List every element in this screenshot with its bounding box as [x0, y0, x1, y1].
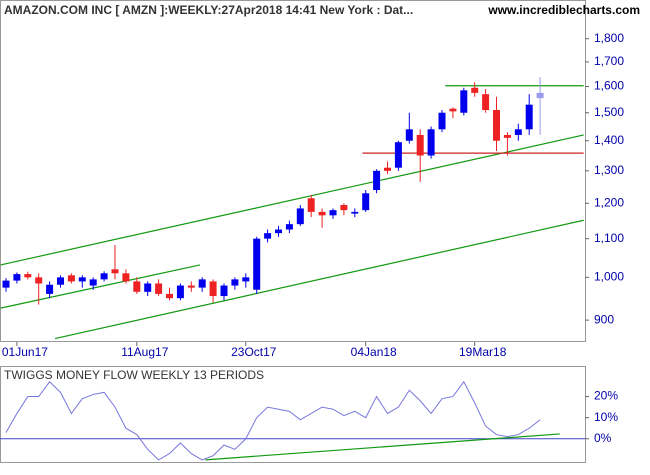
candle-body	[231, 279, 239, 286]
candle-body	[493, 110, 500, 141]
candle-body	[536, 92, 544, 99]
candle-body	[296, 208, 304, 225]
candle-body	[460, 90, 468, 113]
candle-body	[187, 285, 195, 288]
trend-line	[54, 219, 584, 340]
trend-line	[0, 134, 584, 266]
candle-body	[264, 233, 272, 239]
candle-body	[449, 108, 457, 112]
y-tick-label: 1,800	[594, 31, 624, 45]
indicator-panel	[0, 366, 586, 463]
candle-body	[2, 280, 10, 288]
candle-body	[329, 210, 337, 216]
candle-body	[35, 277, 43, 284]
candle-body	[318, 211, 326, 216]
candle-body	[362, 193, 370, 211]
candle-body	[351, 211, 359, 214]
candle-body	[46, 284, 54, 294]
candle-body	[514, 129, 522, 135]
candle-body	[24, 274, 32, 278]
candle-body	[416, 134, 424, 156]
candle-body	[275, 229, 282, 234]
candle-body	[307, 198, 315, 212]
y-tick-label: 1,000	[594, 270, 624, 284]
x-tick-label: 19Mar18	[459, 345, 507, 359]
x-tick-label: 23Oct17	[231, 345, 277, 359]
y-tick-label: 1,400	[594, 133, 624, 147]
candle-body	[242, 277, 250, 282]
candle-body	[253, 238, 261, 290]
site-url: www.incrediblecharts.com	[487, 3, 640, 17]
candle-body	[198, 279, 206, 288]
candle-body	[67, 275, 75, 282]
candle-body	[394, 142, 402, 168]
x-tick-label: 04Jan18	[351, 345, 397, 359]
candle-body	[155, 283, 163, 294]
candle-body	[100, 273, 108, 280]
y-tick-label: 1,600	[594, 79, 624, 93]
trend-line	[205, 433, 560, 461]
candle-body	[471, 87, 479, 93]
candle-body	[427, 129, 435, 156]
candle-body	[405, 129, 413, 141]
candle-body	[13, 274, 21, 281]
y-tick-label: 1,500	[594, 105, 624, 119]
candle-body	[176, 285, 184, 299]
y-tick-label: 10%	[594, 410, 618, 424]
candle-body	[340, 205, 348, 211]
chart-title: AMAZON.COM INC [ AMZN ]:WEEKLY:27Apr2018…	[4, 3, 413, 17]
y-tick-label: 1,300	[594, 163, 624, 177]
candle-body	[220, 285, 228, 297]
y-tick-label: 0%	[594, 431, 612, 445]
candle-body	[111, 269, 119, 274]
y-tick-label: 1,200	[594, 195, 624, 209]
x-tick-label: 11Aug17	[121, 345, 168, 359]
candle-body	[209, 281, 217, 297]
candle-body	[482, 94, 490, 111]
candle-body	[144, 283, 152, 292]
y-tick-label: 900	[594, 312, 614, 326]
candle-body	[373, 170, 381, 191]
candle-body	[525, 104, 533, 130]
x-tick-label: 01Jun17	[2, 345, 48, 359]
candle-body	[438, 112, 446, 130]
trend-line	[0, 264, 201, 309]
money-flow-line	[5, 380, 541, 461]
candle-body	[122, 273, 130, 282]
y-tick-label: 1,700	[594, 54, 624, 68]
candle-body	[133, 281, 141, 292]
candle-body	[166, 293, 173, 299]
candle-body	[384, 167, 391, 171]
y-tick-label: 1,100	[594, 231, 624, 245]
candle-body	[57, 277, 64, 285]
candle-body	[89, 279, 97, 286]
indicator-title: TWIGGS MONEY FLOW WEEKLY 13 PERIODS	[4, 368, 264, 382]
candle-body	[78, 277, 86, 282]
y-tick-label: 20%	[594, 389, 618, 403]
candle-body	[503, 134, 511, 138]
candle-body	[285, 224, 293, 230]
